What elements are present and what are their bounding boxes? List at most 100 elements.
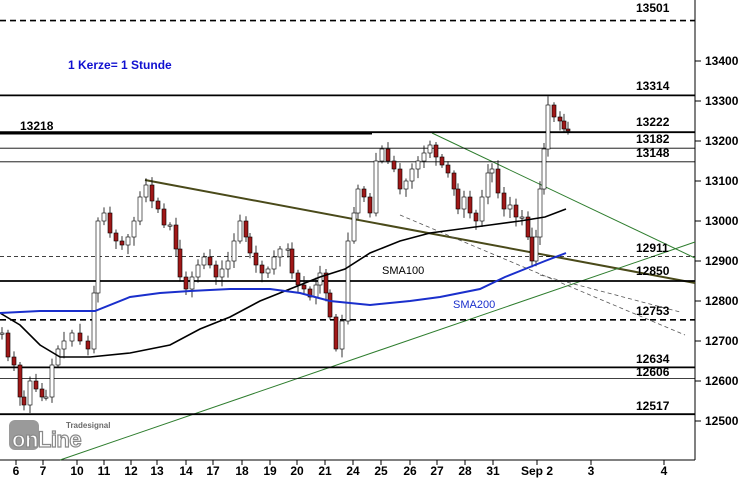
candle (155, 197, 161, 214)
candle (479, 189, 485, 227)
x-tick-label: 4 (661, 464, 668, 478)
y-tick-label: 12500 (705, 414, 739, 428)
candle (545, 96, 551, 157)
candle (451, 170, 457, 196)
sma100-line (0, 208, 567, 358)
candle (391, 155, 397, 173)
candle (195, 259, 201, 283)
y-tick-label: 12900 (705, 254, 739, 268)
candle (167, 222, 173, 231)
candle (289, 242, 295, 279)
candle (403, 178, 409, 197)
y-tick-label: 13300 (705, 94, 739, 108)
candle (301, 276, 307, 294)
candle (33, 373, 39, 392)
x-tick-label: 20 (290, 464, 304, 478)
candle (101, 207, 107, 226)
candle (177, 239, 183, 282)
x-tick-label: 28 (458, 464, 472, 478)
candle (77, 323, 83, 345)
candle (253, 245, 259, 273)
x-tick-label: 6 (13, 464, 20, 478)
candle (69, 329, 75, 347)
candle-interval-note: 1 Kerze= 1 Stunde (68, 58, 172, 72)
tradesignal-online-logo: Tradesignal onLine (9, 420, 110, 453)
candle (317, 265, 323, 294)
candle (439, 154, 445, 168)
candle (201, 252, 207, 270)
candle (537, 181, 543, 246)
x-tick-label: 27 (430, 464, 444, 478)
candle (85, 335, 91, 356)
candle (271, 250, 277, 275)
x-tick-label: 18 (235, 464, 249, 478)
x-tick-label: 26 (403, 464, 417, 478)
candle (95, 217, 101, 303)
candle (433, 142, 439, 166)
downtrend-line (144, 179, 696, 284)
level-label-13501: 13501 (636, 1, 670, 15)
candle (219, 260, 225, 287)
candle (565, 121, 571, 135)
candle (189, 271, 195, 298)
level-label-13218: 13218 (20, 119, 54, 133)
candle (17, 362, 23, 406)
x-tick-label: 31 (486, 464, 500, 478)
level-label-12634: 12634 (636, 352, 670, 366)
sma200-line (0, 252, 567, 314)
level-label-12517: 12517 (636, 399, 670, 413)
logo-text: onLine (12, 427, 81, 452)
candle (259, 260, 265, 283)
level-label-13148: 13148 (636, 146, 670, 160)
logo-brand: Tradesignal (66, 421, 110, 430)
moving-averages (0, 208, 567, 358)
candle (551, 102, 557, 123)
x-tick-label: 13 (150, 464, 164, 478)
candle (149, 177, 155, 209)
candle (385, 142, 391, 165)
level-label-13222: 13222 (636, 115, 670, 129)
candle (345, 232, 351, 325)
candle (137, 191, 143, 226)
candle (225, 251, 231, 278)
x-tick-label: 12 (124, 464, 138, 478)
y-tick-label: 12700 (705, 334, 739, 348)
candle (415, 156, 421, 179)
candle (461, 190, 467, 218)
candle (43, 389, 49, 401)
candle (501, 187, 507, 217)
x-tick-label: 3 (588, 464, 595, 478)
candle (107, 206, 113, 238)
candle (455, 183, 461, 215)
candle (21, 390, 27, 411)
candle (243, 216, 249, 242)
candle (427, 140, 433, 158)
candle (237, 214, 243, 244)
level-label-12606: 12606 (636, 365, 670, 379)
candle (519, 210, 525, 226)
candle (91, 285, 97, 354)
x-tick-label: 25 (374, 464, 388, 478)
candle (525, 211, 531, 240)
x-tick-label: 14 (179, 464, 193, 478)
x-tick-label: 24 (346, 464, 360, 478)
level-label-13182: 13182 (636, 132, 670, 146)
candle (495, 160, 501, 199)
candle (533, 229, 539, 267)
candle (161, 203, 167, 229)
x-axis-ticks: 6 7 10 11 12 13 14 17 18 19 20 21 24 25 26 27 28 31 Sep 2 3… (13, 460, 668, 478)
candle (213, 260, 219, 285)
candle (49, 358, 55, 403)
level-label-13314: 13314 (636, 79, 670, 93)
y-tick-label: 13100 (705, 174, 739, 188)
candle (467, 190, 473, 219)
candle (277, 245, 283, 267)
candle (561, 113, 567, 133)
candle (557, 111, 563, 131)
candle (485, 164, 491, 205)
candle (507, 196, 513, 218)
trendlines (59, 132, 696, 461)
candle (355, 184, 361, 219)
sma200-label: SMA200 (453, 299, 495, 311)
